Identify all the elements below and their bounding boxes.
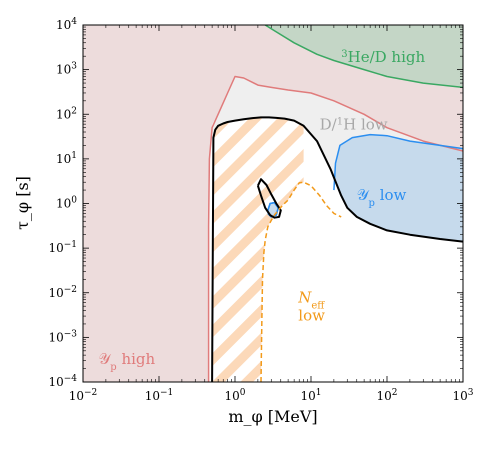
plot-area: 3He/D high D/1H low 𝒴p low 𝒴p high Neff low 1… xyxy=(48,17,473,403)
y-tick-label: 104 xyxy=(56,17,77,32)
y-axis-label: τ_φ [s] xyxy=(13,176,32,230)
neff-hatch xyxy=(212,117,304,382)
x-axis-label: m_φ [MeV] xyxy=(228,407,317,426)
region-label-he3d: 3He/D high xyxy=(341,48,425,66)
region-label-yphigh: 𝒴p high xyxy=(99,350,156,373)
x-tick-label: 10−2 xyxy=(69,388,98,403)
plot-frame xyxy=(82,24,464,383)
lines-layer xyxy=(207,25,463,382)
region-fill-he3d-high xyxy=(265,25,463,88)
x-tick-label: 103 xyxy=(452,388,473,403)
region-boundary-yp-high xyxy=(207,75,463,382)
y-tick-label: 100 xyxy=(56,196,77,211)
region-label-yplow: 𝒴p low xyxy=(357,186,407,209)
x-tick-label: 101 xyxy=(300,388,321,403)
y-tick-label: 10−4 xyxy=(48,374,77,389)
region-boundary-yp-low xyxy=(333,133,463,191)
x-tick-label: 100 xyxy=(224,388,245,403)
y-tick-label: 10−3 xyxy=(48,329,77,344)
y-tick-label: 10−2 xyxy=(48,285,77,300)
y-tick-label: 102 xyxy=(56,106,77,121)
region-fill-yp-high xyxy=(83,25,463,382)
series-line-black-contour xyxy=(211,116,463,382)
region-fill-yp-low xyxy=(333,134,463,242)
x-tick-label: 10−1 xyxy=(145,388,174,403)
region-boundary-he3d-high xyxy=(264,25,463,89)
y-tick-label: 10−1 xyxy=(48,240,77,255)
region-label-neff: Neff low xyxy=(297,289,325,325)
region-label-dh: D/1H low xyxy=(320,116,388,134)
series-line-neff-low xyxy=(260,181,342,382)
series-line-black-island xyxy=(256,178,282,219)
region-labels: 3He/D high D/1H low 𝒴p low 𝒴p high Neff low xyxy=(99,48,426,373)
x-tick-label: 102 xyxy=(376,388,397,403)
axis-ticks: 10−2 10−1 100 101 102 103 10−4 10−3 10−2 10−1 100 1… xyxy=(48,17,473,403)
y-tick-label: 103 xyxy=(56,62,77,77)
y-tick-label: 101 xyxy=(56,151,77,166)
